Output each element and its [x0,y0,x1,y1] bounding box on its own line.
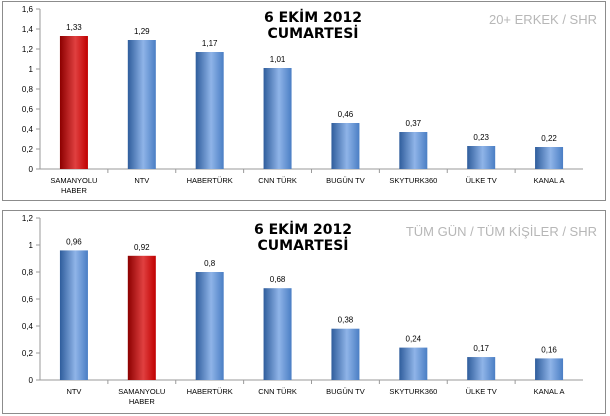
x-tick-label: SAMANYOLU [50,176,97,185]
bar [399,132,428,169]
y-tick-label: 1,4 [22,25,34,34]
y-tick-label: 1 [29,241,34,250]
data-label: 0,92 [134,243,150,252]
data-label: 0,46 [338,110,354,119]
x-tick-label: HABER [61,186,87,195]
x-tick-label: HABER [129,397,155,406]
data-label: 0,23 [473,133,489,142]
bar [127,40,156,169]
data-label: 0,68 [270,275,286,284]
data-label: 0,17 [473,344,489,353]
y-tick-label: 0,2 [22,349,34,358]
y-tick-label: 1,2 [22,214,34,223]
y-tick-label: 1,2 [22,45,34,54]
data-label: 1,29 [134,27,150,36]
bar [195,272,224,380]
bar [535,147,564,169]
x-tick-label: NTV [66,387,81,396]
bar [263,288,292,380]
data-label: 0,22 [541,134,557,143]
y-tick-label: 0,6 [22,295,34,304]
y-tick-label: 0,8 [22,85,34,94]
bar [59,250,88,380]
y-tick-label: 1 [29,65,34,74]
y-tick-label: 0,4 [22,322,34,331]
x-tick-label: ÜLKE TV [466,387,497,396]
bar [59,36,88,169]
x-tick-label: KANAL A [534,176,565,185]
y-tick-label: 1,6 [22,5,34,14]
x-tick-label: HABERTÜRK [187,387,233,396]
x-tick-label: BUGÜN TV [326,387,365,396]
x-tick-label: HABERTÜRK [187,176,233,185]
bar [263,68,292,169]
chart-title: 6 EKİM 2012 CUMARTESİ [263,10,362,42]
chart-title: 6 EKİM 2012 CUMARTESİ [253,222,352,254]
y-tick-label: 0,8 [22,268,34,277]
bar [331,123,360,169]
data-label: 0,96 [66,237,82,246]
chart-subtitle: 20+ ERKEK / SHR [488,12,597,27]
data-label: 0,8 [204,259,216,268]
y-tick-label: 0,4 [22,125,34,134]
bar [467,146,496,169]
y-tick-label: 0 [29,376,34,385]
bar [535,358,564,380]
bar-chart-bottom: 00,20,40,60,811,20,96NTV0,92SAMANYOLUHAB… [22,214,583,406]
x-tick-label: SKYTURK360 [389,387,437,396]
x-tick-label: NTV [134,176,149,185]
x-tick-label: ÜLKE TV [466,176,497,185]
chart-subtitle: TÜM GÜN / TÜM KİŞİLER / SHR [405,224,597,239]
y-tick-label: 0,6 [22,105,34,114]
data-label: 1,33 [66,23,82,32]
bar [399,347,428,380]
data-label: 1,17 [202,39,218,48]
y-tick-label: 0,2 [22,145,34,154]
data-label: 0,24 [406,335,422,344]
data-label: 0,37 [406,119,422,128]
x-tick-label: CNN TÜRK [258,176,297,185]
bar [467,357,496,380]
x-tick-label: BUGÜN TV [326,176,365,185]
x-tick-label: SAMANYOLU [118,387,165,396]
x-tick-label: CNN TÜRK [258,387,297,396]
data-label: 0,16 [541,345,557,354]
y-tick-label: 0 [29,165,34,174]
chart-panel-bottom: 6 EKİM 2012 CUMARTESİ TÜM GÜN / TÜM KİŞİ… [2,210,606,414]
x-tick-label: SKYTURK360 [389,176,437,185]
bar [195,52,224,169]
data-label: 1,01 [270,55,286,64]
bar [127,255,156,380]
x-tick-label: KANAL A [534,387,565,396]
bar-chart-top: 00,20,40,60,811,21,41,61,33SAMANYOLUHABE… [22,5,583,195]
bar [331,328,360,380]
data-label: 0,38 [338,316,354,325]
chart-panel-top: 6 EKİM 2012 CUMARTESİ 20+ ERKEK / SHR 0 0… [2,1,606,201]
